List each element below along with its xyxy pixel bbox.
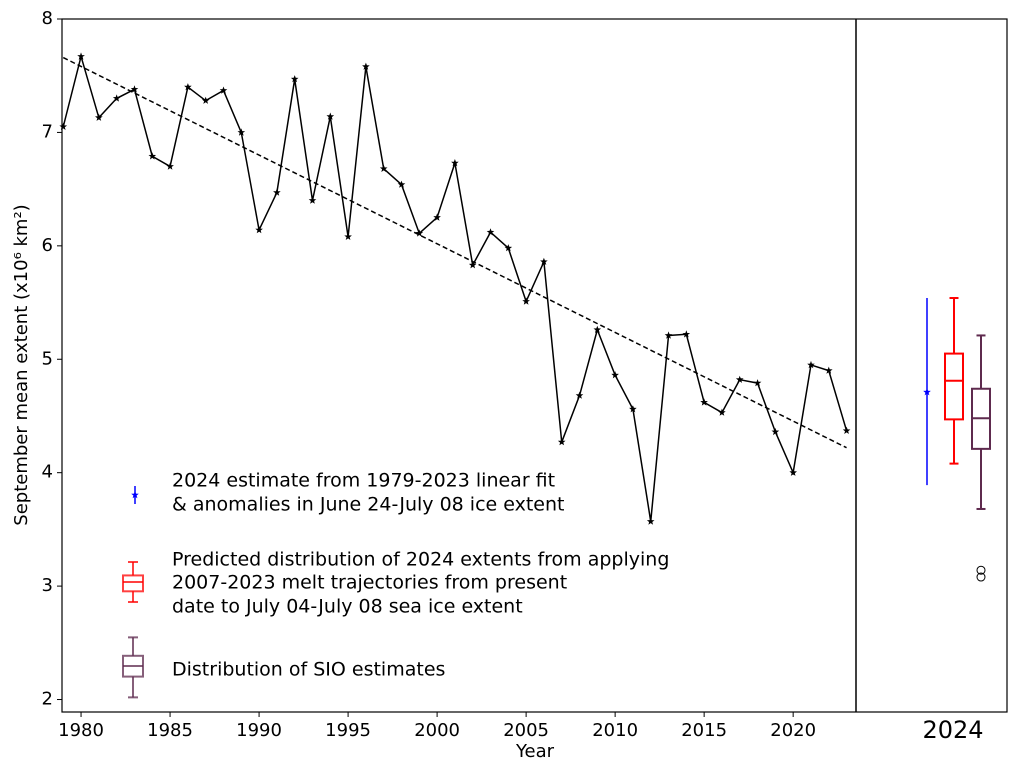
x-tick-label: 2000: [414, 720, 460, 741]
star-marker: [112, 94, 121, 102]
x-tick-label: 1995: [325, 720, 371, 741]
star-marker: [593, 325, 602, 333]
star-marker: [753, 379, 762, 387]
star-marker: [166, 162, 174, 170]
legend-label: Distribution of SIO estimates: [172, 659, 445, 681]
star-marker: [504, 244, 513, 252]
y-tick-label: 6: [42, 235, 53, 256]
flier: [976, 565, 986, 575]
star-marker: [362, 62, 370, 70]
flier: [976, 572, 986, 582]
x-tick-label: 2015: [681, 720, 727, 741]
y-tick-label: 8: [42, 8, 53, 29]
x-axis-label: Year: [515, 741, 555, 762]
x-tick-label: 1985: [147, 720, 193, 741]
legend-label: 2007-2023 melt trajectories from present: [172, 572, 567, 594]
x-tick-label: 2005: [503, 720, 549, 741]
star-marker: [789, 468, 797, 476]
star-marker: [735, 375, 744, 383]
star-marker: [540, 257, 548, 265]
star-marker: [219, 86, 228, 94]
star-marker: [646, 517, 655, 525]
star-marker: [77, 52, 85, 60]
y-tick-label: 4: [42, 462, 53, 483]
legend-label: 2024 estimate from 1979-2023 linear fit: [172, 470, 555, 492]
y-tick-label: 3: [42, 575, 53, 596]
star-marker: [273, 188, 281, 196]
plot-frame: [61, 18, 1008, 713]
data-line: [62, 53, 848, 522]
star-marker: [326, 112, 335, 120]
star-marker: [664, 331, 673, 339]
star-marker: [522, 297, 530, 305]
star-marker: [682, 330, 691, 338]
box: [944, 352, 964, 421]
star-marker: [468, 261, 477, 269]
y-tick-label: 7: [42, 121, 53, 142]
star-marker: [700, 398, 708, 406]
star-marker: [557, 438, 566, 446]
star-marker: [629, 405, 637, 413]
star-marker: [308, 196, 317, 204]
star-marker: [771, 427, 780, 436]
star-marker: [433, 213, 441, 221]
star-marker: [397, 180, 406, 188]
trend-line: [62, 56, 847, 449]
star-marker: [825, 366, 833, 374]
estimate-point: [923, 388, 931, 396]
y-tick-label: 2: [42, 689, 53, 710]
star-marker: [718, 408, 726, 416]
star-marker: [290, 75, 299, 83]
legend-label: Predicted distribution of 2024 extents f…: [172, 549, 669, 571]
star-marker: [415, 229, 424, 237]
star-marker: [842, 426, 851, 434]
star-marker: [611, 371, 619, 379]
star-marker: [379, 164, 388, 172]
legend-label: date to July 04-July 08 sea ice extent: [172, 596, 523, 618]
star-marker: [451, 159, 459, 167]
star-marker: [486, 228, 495, 236]
star-marker: [255, 226, 263, 234]
legend-symbol: [131, 491, 139, 499]
star-marker: [59, 122, 68, 130]
star-marker: [237, 128, 246, 136]
x-tick-label: 1980: [58, 720, 104, 741]
star-marker: [184, 83, 192, 91]
legend-label: & anomalies in June 24-July 08 ice exten…: [172, 494, 564, 516]
y-axis-label: September mean extent (x10⁶ km²): [11, 204, 32, 525]
star-marker: [575, 391, 584, 399]
x-tick-label: 2010: [592, 720, 638, 741]
box: [122, 574, 144, 593]
x-tick-label: 2020: [770, 720, 816, 741]
y-tick-label: 5: [42, 348, 53, 369]
x-tick-label: 1990: [236, 720, 282, 741]
star-marker: [148, 152, 157, 160]
star-marker: [130, 85, 139, 93]
estimate-category: 2024: [922, 716, 983, 744]
star-marker: [344, 232, 352, 240]
star-marker: [95, 113, 103, 121]
star-marker: [807, 360, 815, 369]
star-marker: [201, 96, 210, 104]
